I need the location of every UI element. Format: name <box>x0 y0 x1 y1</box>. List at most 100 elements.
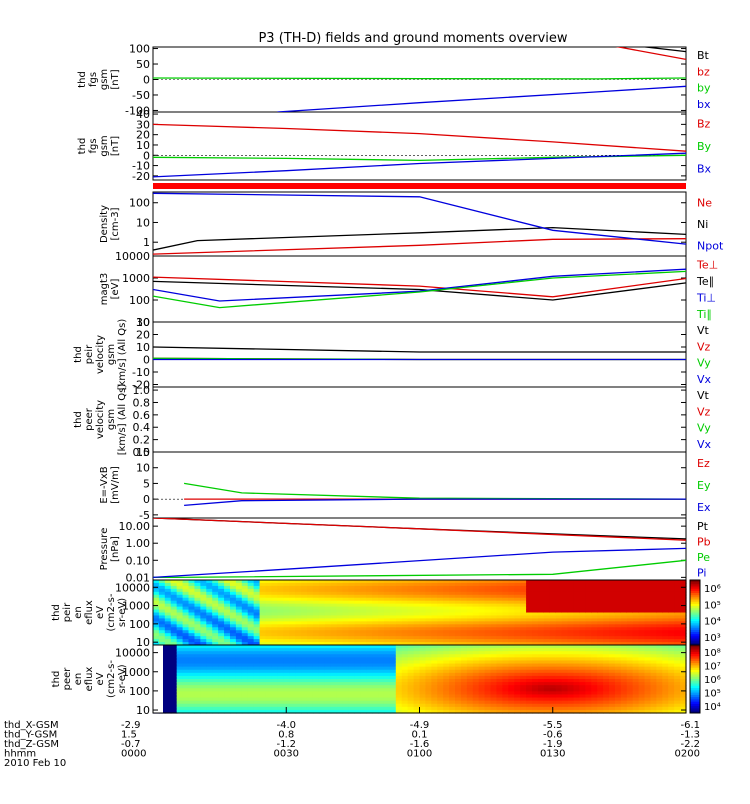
spectrogram-cell <box>674 697 681 702</box>
spectrogram-cell <box>579 663 586 668</box>
spectrogram-cell <box>212 600 219 605</box>
spectrogram-cell <box>532 679 539 683</box>
colorbar-cell <box>690 685 700 689</box>
spectrogram-cell <box>277 580 284 584</box>
spectrogram-cell <box>318 609 326 614</box>
spectrogram-cell <box>597 633 604 637</box>
spectrogram-cell <box>401 636 409 640</box>
spectrogram-cell <box>496 700 504 705</box>
spectrogram-cell <box>301 672 308 677</box>
spectrogram-cell <box>200 597 207 602</box>
spectrogram-cell <box>413 694 421 699</box>
spectrogram-cell <box>336 600 344 605</box>
spectrogram-cell <box>532 709 539 714</box>
spectrogram-cell <box>218 657 225 662</box>
spectrogram-cell <box>354 697 361 702</box>
orbit-value: 0030 <box>274 749 299 760</box>
spectrogram-cell <box>579 612 586 617</box>
spectrogram-cell <box>478 669 486 674</box>
spectrogram-cell <box>289 709 296 714</box>
spectrogram-cell <box>609 612 616 617</box>
spectrogram-cell <box>579 642 586 646</box>
spectrogram-cell <box>620 645 628 649</box>
y-tick-label: 100 <box>129 43 150 56</box>
spectrogram-cell <box>283 624 290 628</box>
spectrogram-cell <box>431 697 438 702</box>
legend-entry: By <box>697 140 712 153</box>
spectrogram-cell <box>431 627 438 631</box>
spectrogram-cell <box>235 621 243 625</box>
spectrogram-cell <box>224 706 231 711</box>
y-axis-label: E=-VxB <box>99 466 110 503</box>
spectrogram-cell <box>579 651 586 655</box>
spectrogram-cell <box>478 700 486 705</box>
spectrogram-cell <box>472 688 480 692</box>
spectrogram-cell <box>241 663 249 668</box>
spectrogram-cell <box>567 597 575 602</box>
spectrogram-cell <box>401 672 409 677</box>
spectrogram-cell <box>366 669 373 674</box>
spectrogram-cell <box>378 672 385 677</box>
spectrogram-cell <box>490 688 498 692</box>
spectrogram-cell <box>555 675 563 680</box>
spectrogram-cell <box>170 669 178 674</box>
spectrogram-cell <box>247 606 255 611</box>
spectrogram-cell <box>614 615 622 619</box>
spectrogram-cell <box>626 603 634 608</box>
y-axis-label: en <box>73 673 84 686</box>
y-axis-label: thd <box>77 138 88 155</box>
spectrogram-cell <box>378 582 385 587</box>
spectrogram-cell <box>342 691 350 696</box>
spectrogram-cell <box>514 636 521 640</box>
spectrogram-cell <box>283 612 290 617</box>
spectrogram-cell <box>407 639 415 643</box>
series-line-Vt <box>153 346 686 353</box>
spectrogram-cell <box>496 666 504 671</box>
spectrogram-cell <box>620 609 628 614</box>
spectrogram-cell <box>532 675 539 680</box>
spectrogram-cell <box>170 651 178 655</box>
spectrogram-cell <box>389 618 397 622</box>
spectrogram-cell <box>549 654 557 658</box>
y-tick-label: -50 <box>132 89 150 102</box>
spectrogram-cell <box>644 636 652 640</box>
spectrogram-cell <box>295 672 302 677</box>
spectrogram-cell <box>443 654 450 658</box>
spectrogram-cell <box>520 597 527 602</box>
spectrogram-cell <box>597 648 604 652</box>
spectrogram-cell <box>425 706 432 711</box>
spectrogram-cell <box>306 672 314 677</box>
spectrogram-cell <box>597 606 604 611</box>
spectrogram-cell <box>455 580 462 584</box>
spectrogram-cell <box>632 703 640 708</box>
spectrogram-cell <box>241 618 249 622</box>
spectrogram-cell <box>164 648 172 652</box>
spectrogram-cell <box>520 660 527 665</box>
spectrogram-cell <box>348 591 355 596</box>
spectrogram-cell <box>188 669 196 674</box>
spectrogram-cell <box>188 688 196 692</box>
spectrogram-cell <box>579 633 586 637</box>
spectrogram-cell <box>609 642 616 646</box>
spectrogram-cell <box>389 642 397 646</box>
spectrogram-cell <box>241 627 249 631</box>
spectrogram-cell <box>603 691 610 696</box>
spectrogram-cell <box>330 582 338 587</box>
spectrogram-cell <box>342 669 350 674</box>
spectrogram-cell <box>241 691 249 696</box>
spectrogram-cell <box>212 588 219 593</box>
spectrogram-cell <box>419 633 427 637</box>
spectrogram-cell <box>609 600 616 605</box>
spectrogram-cell <box>680 639 687 643</box>
spectrogram-cell <box>295 630 302 634</box>
spectrogram-cell <box>484 639 492 643</box>
spectrogram-cell <box>318 694 326 699</box>
spectrogram-cell <box>496 675 504 680</box>
spectrogram-cell <box>591 580 598 584</box>
spectrogram-cell <box>277 603 284 608</box>
spectrogram-cell <box>437 688 444 692</box>
spectrogram-cell <box>360 651 367 655</box>
spectrogram-cell <box>336 633 344 637</box>
spectrogram-cell <box>614 648 622 652</box>
spectrogram-cell <box>662 642 669 646</box>
